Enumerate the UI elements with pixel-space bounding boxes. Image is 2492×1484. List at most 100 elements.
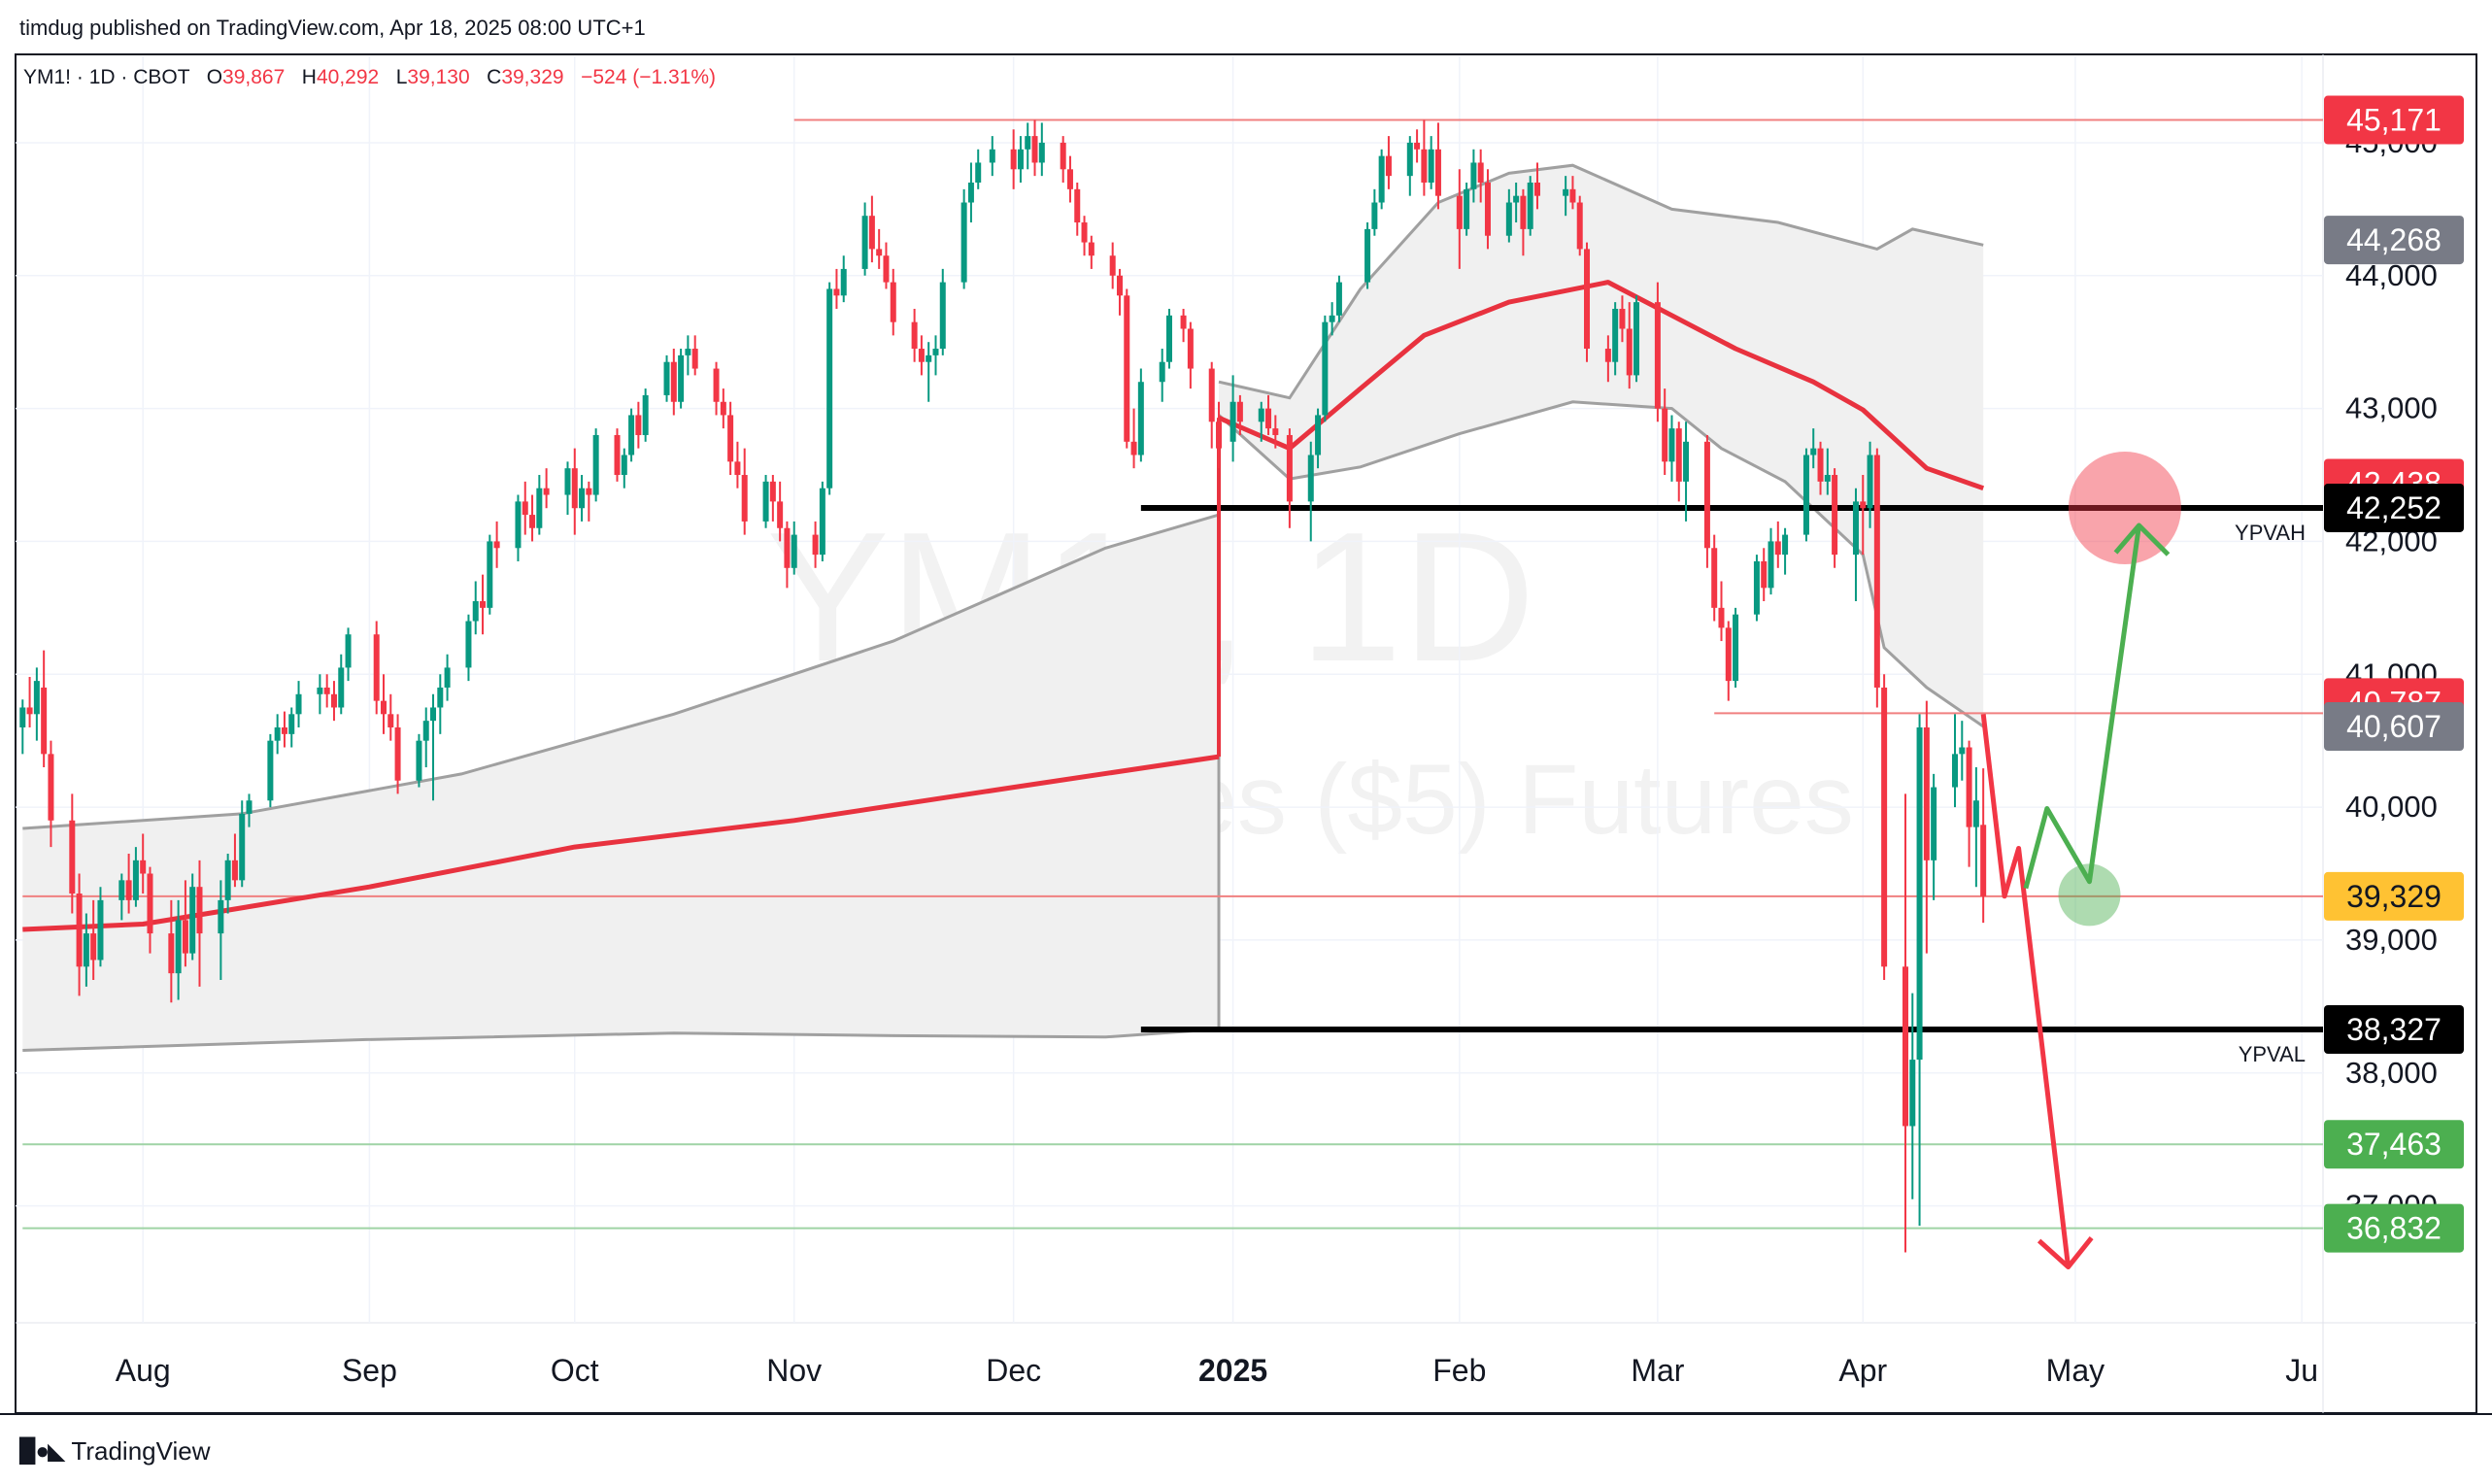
- candle-body: [1902, 966, 1908, 1127]
- candle-body: [387, 714, 394, 727]
- candle-body: [685, 349, 691, 355]
- candle-body: [1513, 195, 1520, 203]
- candle-body: [960, 202, 967, 283]
- x-tick-label: Nov: [766, 1353, 822, 1388]
- candle-body: [69, 820, 76, 894]
- candle-body: [147, 873, 153, 934]
- price-axis[interactable]: 37,00038,00039,00040,00041,00042,00043,0…: [2345, 125, 2438, 1223]
- candle-body: [1626, 328, 1633, 376]
- candle-body: [691, 349, 698, 369]
- band-fill-2025: [1219, 165, 1984, 726]
- x-tick-label: Mar: [1631, 1353, 1684, 1388]
- candle-body: [394, 726, 401, 781]
- candle-body: [635, 415, 642, 435]
- candle-body: [1428, 149, 1434, 183]
- candle-body: [1782, 534, 1789, 556]
- candle-body: [1286, 434, 1293, 502]
- price-label-text: 40,607: [2346, 709, 2441, 744]
- candle-body: [911, 321, 918, 350]
- candle-body: [338, 667, 345, 708]
- legend-close-label: C: [487, 66, 502, 88]
- candle-body: [579, 488, 586, 509]
- candle-body: [1159, 361, 1165, 383]
- price-label-text: 37,463: [2346, 1127, 2441, 1162]
- band-fill-2024: [22, 515, 1219, 1051]
- band-layer: [22, 163, 1985, 1052]
- candle-body: [1576, 202, 1583, 250]
- ma-line-2025: [1218, 280, 1985, 491]
- candle-body: [1470, 162, 1477, 189]
- candle-body: [791, 534, 797, 568]
- x-tick-label: May: [2046, 1353, 2105, 1388]
- candle-body: [493, 541, 500, 549]
- candle-body: [784, 527, 791, 568]
- candle-body: [373, 634, 380, 701]
- time-axis[interactable]: Aug Sep Oct Nov Dec 2025 Feb Mar Apr May Ju: [116, 1353, 2318, 1388]
- tradingview-logo[interactable]: ▉●◣ TradingView: [19, 1436, 211, 1467]
- candle-body: [1718, 607, 1725, 628]
- candle-body: [989, 149, 995, 163]
- candle-body: [1768, 541, 1774, 589]
- candle-body: [883, 255, 890, 283]
- candle-body: [274, 726, 281, 741]
- candle-body: [1633, 302, 1640, 376]
- price-label-text: 39,329: [2346, 879, 2441, 914]
- candle-body: [1137, 382, 1144, 455]
- candle-body: [1477, 162, 1484, 183]
- candle-body: [1654, 302, 1661, 409]
- moving-average-layer: [22, 280, 1985, 932]
- band-lower-2024: [22, 1028, 1220, 1052]
- candle-body: [543, 488, 550, 495]
- candle-body: [727, 415, 734, 462]
- price-label-box: [2324, 1203, 2464, 1253]
- price-label-box: [2324, 95, 2464, 145]
- candle-body: [1832, 475, 1838, 556]
- candle-body: [1725, 627, 1732, 682]
- candle-body: [1322, 321, 1329, 416]
- candle-body: [1066, 169, 1073, 189]
- symbol-legend: YM1! · 1D · CBOT O39,867 H40,292 L39,130…: [23, 66, 716, 89]
- candle-body: [614, 434, 621, 476]
- candle-body: [281, 726, 287, 734]
- candle-body: [1675, 428, 1682, 482]
- x-tick-label: Oct: [551, 1353, 599, 1388]
- legend-symbol[interactable]: YM1!: [23, 66, 72, 88]
- candle-body: [1966, 747, 1972, 827]
- candle-body: [628, 415, 635, 455]
- price-label-text: 38,327: [2346, 1012, 2441, 1047]
- candle-body: [939, 282, 946, 350]
- candle-body: [472, 601, 479, 622]
- price-label-text: 42,252: [2346, 490, 2441, 525]
- candle-body: [330, 693, 337, 708]
- legend-open-label: O: [206, 66, 223, 88]
- candle-body: [1520, 195, 1527, 229]
- candle-body: [1959, 747, 1966, 755]
- candle-body: [861, 216, 868, 269]
- candle-body: [1873, 455, 1880, 688]
- legend-interval[interactable]: 1D: [88, 66, 116, 88]
- candle-body: [465, 621, 472, 668]
- candle-body: [444, 667, 451, 688]
- candle-body: [218, 899, 224, 934]
- x-tick-label: Feb: [1432, 1353, 1486, 1388]
- candle-body: [1584, 249, 1591, 350]
- candle-body: [295, 693, 302, 715]
- level-label-ypvah: YPVAH: [2235, 521, 2306, 545]
- candle-body: [592, 434, 599, 495]
- publish-header: timdug published on TradingView.com, Apr…: [19, 16, 646, 40]
- band-lower-2025: [1217, 400, 1985, 728]
- price-label-box: [2324, 216, 2464, 265]
- candle-body: [41, 687, 48, 755]
- candle-body: [231, 860, 238, 881]
- candle-body: [267, 740, 274, 801]
- candle-body: [182, 920, 188, 954]
- candle-body: [1116, 275, 1123, 296]
- price-label-box: [2324, 1120, 2464, 1169]
- candle-body: [1923, 726, 1930, 860]
- candle-body: [1187, 328, 1194, 369]
- candle-body: [1505, 202, 1512, 236]
- legend-sep-2: ·: [115, 66, 134, 88]
- candle-body: [317, 687, 323, 694]
- candle-body: [246, 800, 253, 814]
